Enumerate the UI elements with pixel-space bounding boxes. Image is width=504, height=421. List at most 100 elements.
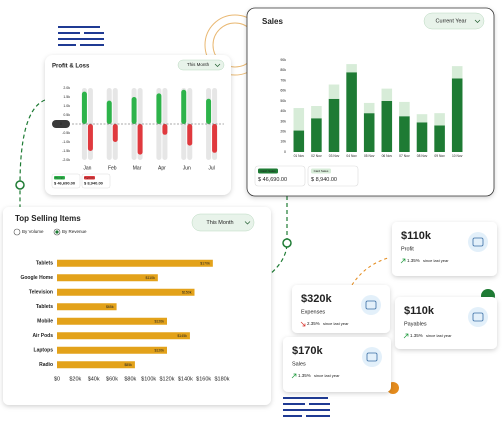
x-tick-label: Jul xyxy=(208,165,214,171)
x-tick-label: $0 xyxy=(54,376,60,382)
value-label: $65k xyxy=(106,305,114,309)
bar xyxy=(57,317,167,325)
legend-name: Card Sales xyxy=(314,169,329,173)
stat-change: 1.35% xyxy=(298,373,311,378)
y-tick-label: Google Home xyxy=(20,275,53,281)
bar xyxy=(187,124,193,146)
bar xyxy=(57,361,135,369)
x-tick-label: $120k xyxy=(160,376,175,382)
value-label: $145k xyxy=(177,334,187,338)
bar xyxy=(328,84,340,99)
x-tick-label: 07 Nov xyxy=(399,154,410,158)
card-title: Profit & Loss xyxy=(52,64,90,70)
y-tick-label: 80k xyxy=(280,68,286,72)
y-tick-label: -1.0k xyxy=(62,140,70,144)
bar xyxy=(293,108,305,131)
x-tick-label: 06 Nov xyxy=(382,154,393,158)
card xyxy=(3,207,271,405)
bar xyxy=(87,124,93,151)
bar xyxy=(434,125,445,152)
bar xyxy=(57,303,117,311)
bar xyxy=(131,97,137,124)
value-label: $120k xyxy=(154,348,164,352)
radio-dot xyxy=(55,230,59,234)
trend-arrow xyxy=(291,373,297,379)
stat-icon-bg xyxy=(361,295,381,315)
x-tick-label: Jan xyxy=(83,165,91,171)
x-tick-label: Feb xyxy=(108,165,117,171)
charts: Profit & Loss This Month 2.0k 1.5k 1.0k 0.5k 0… xyxy=(13,12,497,392)
legend-total: $ 8,940.00 xyxy=(311,177,337,183)
zero-pill xyxy=(52,120,70,128)
y-tick-label: Mobile xyxy=(37,319,53,325)
y-tick-label: 0 xyxy=(284,150,286,154)
y-tick-label: 40k xyxy=(280,109,286,113)
x-tick-label: 01 Nov xyxy=(294,154,305,158)
stat-label: Profit xyxy=(401,246,414,252)
dropdown[interactable] xyxy=(191,213,255,232)
x-tick-label: 05 Nov xyxy=(364,154,375,158)
stat-label: Sales xyxy=(292,361,306,367)
value-label: $150k xyxy=(182,290,192,294)
x-tick-label: $160k xyxy=(196,376,211,382)
connector xyxy=(351,257,389,286)
stat-label: Payables xyxy=(404,321,427,327)
x-tick-label: $180k xyxy=(215,376,230,382)
stat-icon-bg xyxy=(362,347,382,367)
bar xyxy=(363,113,375,152)
bar xyxy=(106,100,112,124)
bar xyxy=(81,91,87,124)
dropdown[interactable] xyxy=(423,12,485,30)
radio[interactable] xyxy=(13,228,21,236)
y-tick-label: 60k xyxy=(280,89,286,93)
dropdown-caret xyxy=(244,221,251,225)
card-title: Top Selling Items xyxy=(15,214,81,223)
bar xyxy=(137,124,143,155)
legend-name: Cash Sales xyxy=(260,169,276,173)
bar xyxy=(346,72,357,152)
legend-name: Receipts xyxy=(55,176,64,179)
bar xyxy=(328,98,340,152)
legend-swatch xyxy=(311,168,331,174)
card xyxy=(246,7,495,197)
stat-value: $170k xyxy=(292,345,323,357)
bar xyxy=(416,114,428,123)
bar xyxy=(311,106,322,119)
dropdown-caret xyxy=(474,19,481,23)
bar xyxy=(399,116,410,152)
decor xyxy=(58,26,330,417)
card-title: Sales xyxy=(262,17,283,26)
stat-note: since last year xyxy=(423,258,449,263)
x-tick-label: Mar xyxy=(133,165,142,171)
bar xyxy=(346,64,357,73)
bar xyxy=(57,288,195,296)
bar xyxy=(57,274,158,282)
x-tick-label: 04 Nov xyxy=(346,154,357,158)
bar xyxy=(451,78,463,152)
x-tick-label: 02 Nov xyxy=(311,154,322,158)
connector-dot xyxy=(15,180,25,190)
connector xyxy=(19,99,46,225)
y-tick-label: Television xyxy=(29,290,53,296)
y-tick-label: Laptops xyxy=(34,348,54,354)
stat-icon xyxy=(472,312,484,322)
bar xyxy=(381,100,393,152)
y-tick-label: Air Pods xyxy=(32,333,53,339)
bar xyxy=(293,130,305,152)
radio-label: By Revenue xyxy=(62,229,87,234)
bar xyxy=(381,88,393,101)
dropdown-label: This Month xyxy=(206,220,233,226)
trend-arrow xyxy=(300,321,306,327)
y-tick-label: -2.0k xyxy=(62,158,70,162)
x-tick-label: 03 Nov xyxy=(329,154,340,158)
bar xyxy=(112,124,118,142)
legend-total: $ 8,940.00 xyxy=(84,181,104,186)
dropdown[interactable] xyxy=(177,59,225,71)
value-label: $170k xyxy=(200,261,210,265)
y-tick-label: Tablets xyxy=(36,304,53,310)
stat-change: 1.35% xyxy=(407,258,420,263)
x-tick-label: $100k xyxy=(141,376,156,382)
value-label: $85k xyxy=(124,363,132,367)
x-tick-label: Apr xyxy=(158,165,166,171)
